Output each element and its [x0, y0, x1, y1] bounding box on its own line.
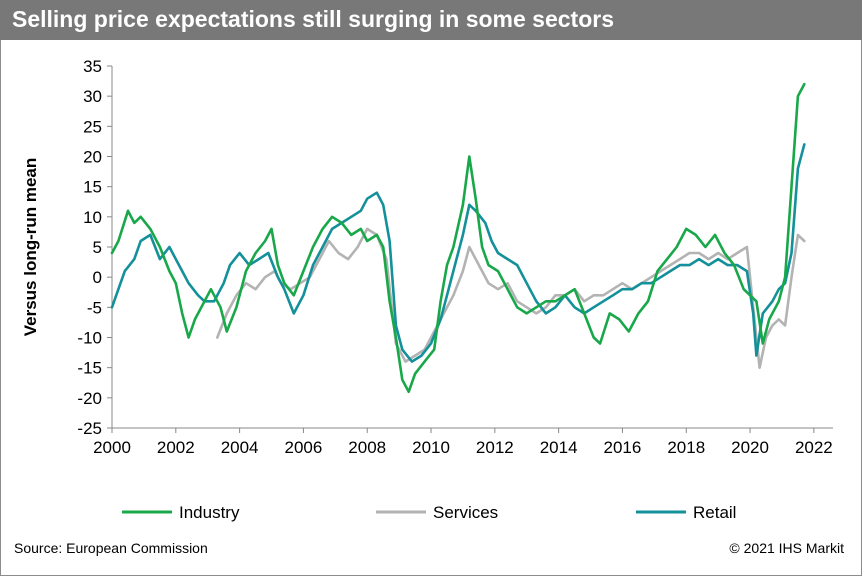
- legend-label-retail: Retail: [693, 503, 736, 522]
- series-line-industry: [110, 82, 806, 394]
- copyright-note: © 2021 IHS Markit: [729, 540, 844, 556]
- y-tick-label: -20: [77, 389, 102, 408]
- x-tick-label: 2014: [540, 438, 578, 457]
- y-tick-label: -25: [77, 419, 102, 438]
- x-tick-label: 2000: [93, 438, 131, 457]
- x-tick-label: 2010: [412, 438, 450, 457]
- legend-label-industry: Industry: [179, 503, 240, 522]
- y-tick-label: -10: [77, 329, 102, 348]
- chart-lines: [110, 82, 806, 394]
- y-tick-label: 10: [83, 208, 102, 227]
- y-tick-label: 25: [83, 117, 102, 136]
- title-bar: Selling price expectations still surging…: [0, 0, 862, 40]
- chart-title: Selling price expectations still surging…: [12, 6, 615, 32]
- x-tick-label: 2012: [476, 438, 514, 457]
- x-tick-label: 2008: [348, 438, 386, 457]
- legend-label-services: Services: [433, 503, 498, 522]
- x-tick-label: 2006: [285, 438, 323, 457]
- y-tick-label: -15: [77, 359, 102, 378]
- chart-legend: Industry Services Retail: [122, 503, 736, 522]
- y-tick-label: 15: [83, 178, 102, 197]
- y-axis-title: Versus long-run mean: [21, 158, 40, 337]
- x-tick-label: 2004: [221, 438, 259, 457]
- x-tick-label: 2022: [795, 438, 833, 457]
- y-tick-label: 20: [83, 148, 102, 167]
- x-tick-label: 2002: [157, 438, 195, 457]
- x-tick-label: 2018: [667, 438, 705, 457]
- series-line-retail: [110, 143, 806, 363]
- y-tick-label: 0: [93, 268, 102, 287]
- x-tick-label: 2016: [604, 438, 642, 457]
- x-tick-label: 2020: [731, 438, 769, 457]
- series-line-services: [216, 227, 806, 369]
- y-tick-label: -5: [87, 298, 102, 317]
- source-note: Source: European Commission: [14, 540, 208, 556]
- y-tick-label: 5: [93, 238, 102, 257]
- y-tick-label: 35: [83, 57, 102, 76]
- y-tick-label: 30: [83, 87, 102, 106]
